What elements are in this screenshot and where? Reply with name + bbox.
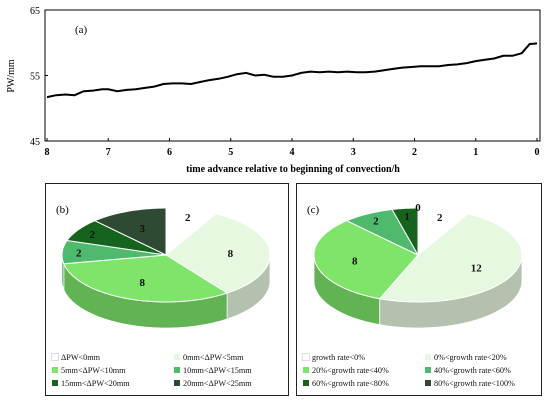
legend-label: 80%<growth rate<100% — [434, 379, 515, 388]
legend-swatch — [174, 354, 180, 360]
legend-item: 40%<growth rate<60% — [425, 365, 511, 376]
legend-item: 20mm<ΔPW<25mm — [174, 378, 252, 389]
legend-item: ΔPW<0mm — [51, 352, 100, 363]
legend-label: growth rate<0% — [312, 353, 366, 362]
x-tick-label: 6 — [167, 147, 172, 158]
legend-swatch — [302, 353, 310, 361]
pie-value-label: 2 — [89, 229, 95, 241]
panel-c-frame — [296, 183, 542, 396]
legend-label: 15mm<ΔPW<20mm — [61, 379, 130, 388]
legend-swatch — [425, 380, 431, 386]
legend-item: 0mm<ΔPW<5mm — [174, 352, 243, 363]
pie-slice — [165, 213, 271, 294]
legend-item: 15mm<ΔPW<20mm — [52, 378, 130, 389]
pie-value-label: 2 — [373, 215, 379, 227]
pie-value-label: 8 — [228, 248, 234, 260]
panel-label: (c) — [307, 204, 320, 216]
pie-value-label: 1 — [404, 211, 410, 223]
legend-item: 5mm<ΔPW<10mm — [52, 365, 126, 376]
pie-value-label: 2 — [76, 248, 82, 260]
pie-value-label: 2 — [437, 212, 443, 224]
legend-swatch — [52, 380, 58, 386]
pie-value-label: 8 — [140, 277, 146, 289]
x-tick-label: 5 — [228, 147, 233, 158]
x-tick-label: 4 — [290, 147, 295, 158]
pie-slice — [378, 213, 523, 303]
legend-label: 0mm<ΔPW<5mm — [183, 353, 244, 362]
x-tick-label: 2 — [412, 147, 417, 158]
line-chart-panel: (a) PW/mm time advance relative to begin… — [6, 6, 541, 175]
pie-slice — [165, 207, 218, 257]
legend-item: growth rate<0% — [302, 352, 366, 363]
pie-slice — [61, 239, 167, 265]
legend-swatch — [174, 367, 180, 373]
legend-swatch — [52, 367, 58, 373]
y-tick-label: 55 — [30, 72, 40, 83]
pie-slice — [391, 207, 419, 257]
legend-swatch — [425, 367, 431, 373]
pie-value-label: 0 — [415, 202, 421, 214]
legend-label: 0%<growth rate<20% — [434, 353, 507, 362]
x-tick-label: 3 — [351, 147, 356, 158]
x-tick-label: 1 — [473, 147, 478, 158]
legend-swatch — [425, 354, 431, 360]
pie-value-label: 8 — [352, 256, 358, 268]
y-axis-label: PW/mm — [6, 59, 17, 93]
pie-value-label: 3 — [140, 223, 146, 235]
legend-label: 20mm<ΔPW<25mm — [183, 379, 252, 388]
pie-slice — [93, 207, 167, 256]
pie-value-label: 12 — [471, 262, 483, 274]
x-tick-label: 8 — [45, 147, 50, 158]
pie-slice — [417, 207, 470, 257]
pie-value-labels: 2 12 8 2 10 — [352, 202, 482, 274]
legend-label: 60%<growth rate<80% — [312, 379, 389, 388]
y-tick-label: 65 — [30, 6, 40, 17]
pie-chart-panel-c: (c) 2 12 8 2 10 — [307, 202, 523, 329]
legend-swatch — [303, 380, 309, 386]
pie-top-faces — [313, 207, 523, 303]
pie-slice — [345, 208, 420, 257]
legend-swatch — [303, 367, 309, 373]
legend-swatch — [174, 380, 180, 386]
legend-label: 20%<growth rate<40% — [312, 366, 389, 375]
panel-b-frame — [45, 183, 289, 396]
x-tick-label: 0 — [535, 147, 540, 158]
pie-slice — [66, 220, 167, 256]
pie-slice — [63, 254, 229, 303]
panel-label: (b) — [56, 204, 69, 216]
legend-swatch — [51, 353, 59, 361]
legend-label: 5mm<ΔPW<10mm — [61, 366, 126, 375]
legend-item: 10mm<ΔPW<15mm — [174, 365, 252, 376]
legend-c: growth rate<0% 0%<growth rate<20% 20%<grow… — [302, 352, 539, 394]
legend-item: 0%<growth rate<20% — [425, 352, 507, 363]
x-tick-label: 7 — [106, 147, 111, 158]
legend-b: ΔPW<0mm 0mm<ΔPW<5mm 5mm<ΔPW<10mm 10mm<ΔPW<1… — [51, 352, 287, 394]
legend-label: ΔPW<0mm — [61, 353, 100, 362]
pie-value-label: 2 — [185, 212, 191, 224]
panel-label-a: (a) — [75, 24, 88, 36]
legend-label: 40%<growth rate<60% — [434, 366, 511, 375]
legend-item: 60%<growth rate<80% — [303, 378, 389, 389]
legend-item: 80%<growth rate<100% — [425, 378, 515, 389]
pie-top-faces — [61, 207, 271, 303]
legend-label: 10mm<ΔPW<15mm — [183, 366, 252, 375]
legend-item: 20%<growth rate<40% — [303, 365, 389, 376]
x-axis-label: time advance relative to beginning of co… — [186, 164, 400, 175]
y-tick-label: 45 — [30, 137, 40, 148]
pw-series-line — [46, 42, 538, 99]
pie-slice — [313, 220, 419, 300]
